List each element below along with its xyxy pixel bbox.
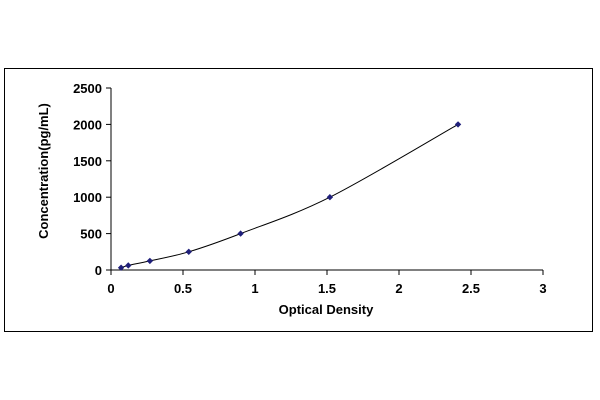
data-point-marker [454,121,462,128]
axes [106,87,544,275]
fit-curve [120,123,459,269]
x-tick-label: 2.5 [462,281,480,296]
data-point-marker [326,194,334,201]
x-axis-title: Optical Density [279,302,374,317]
data-point-marker [117,264,125,271]
y-tick-label: 500 [80,227,102,242]
x-tick-label: 0 [107,281,114,296]
y-tick-label: 1500 [73,154,102,169]
x-tick-label: 0.5 [174,281,192,296]
data-point-marker [185,248,192,255]
data-point-marker [146,257,154,265]
y-tick-label: 1000 [73,190,102,205]
x-tick-label: 1 [251,281,258,296]
x-tick-label: 3 [539,281,546,296]
data-point-marker [237,230,244,237]
tick-labels: 0 0.5 1 1.5 2 2.5 3 0 500 1000 1500 2000 2500 [73,81,547,296]
data-point-marker [125,262,132,269]
x-tick-label: 2 [395,281,402,296]
y-tick-label: 2500 [73,81,102,96]
x-tick-label: 1.5 [318,281,336,296]
chart-frame [4,68,593,332]
fit-curve-layer [120,123,459,269]
y-axis-title: Concentration(pg/mL) [36,103,51,239]
data-points [117,121,462,271]
y-tick-label: 0 [95,263,102,278]
y-tick-label: 2000 [73,117,102,132]
